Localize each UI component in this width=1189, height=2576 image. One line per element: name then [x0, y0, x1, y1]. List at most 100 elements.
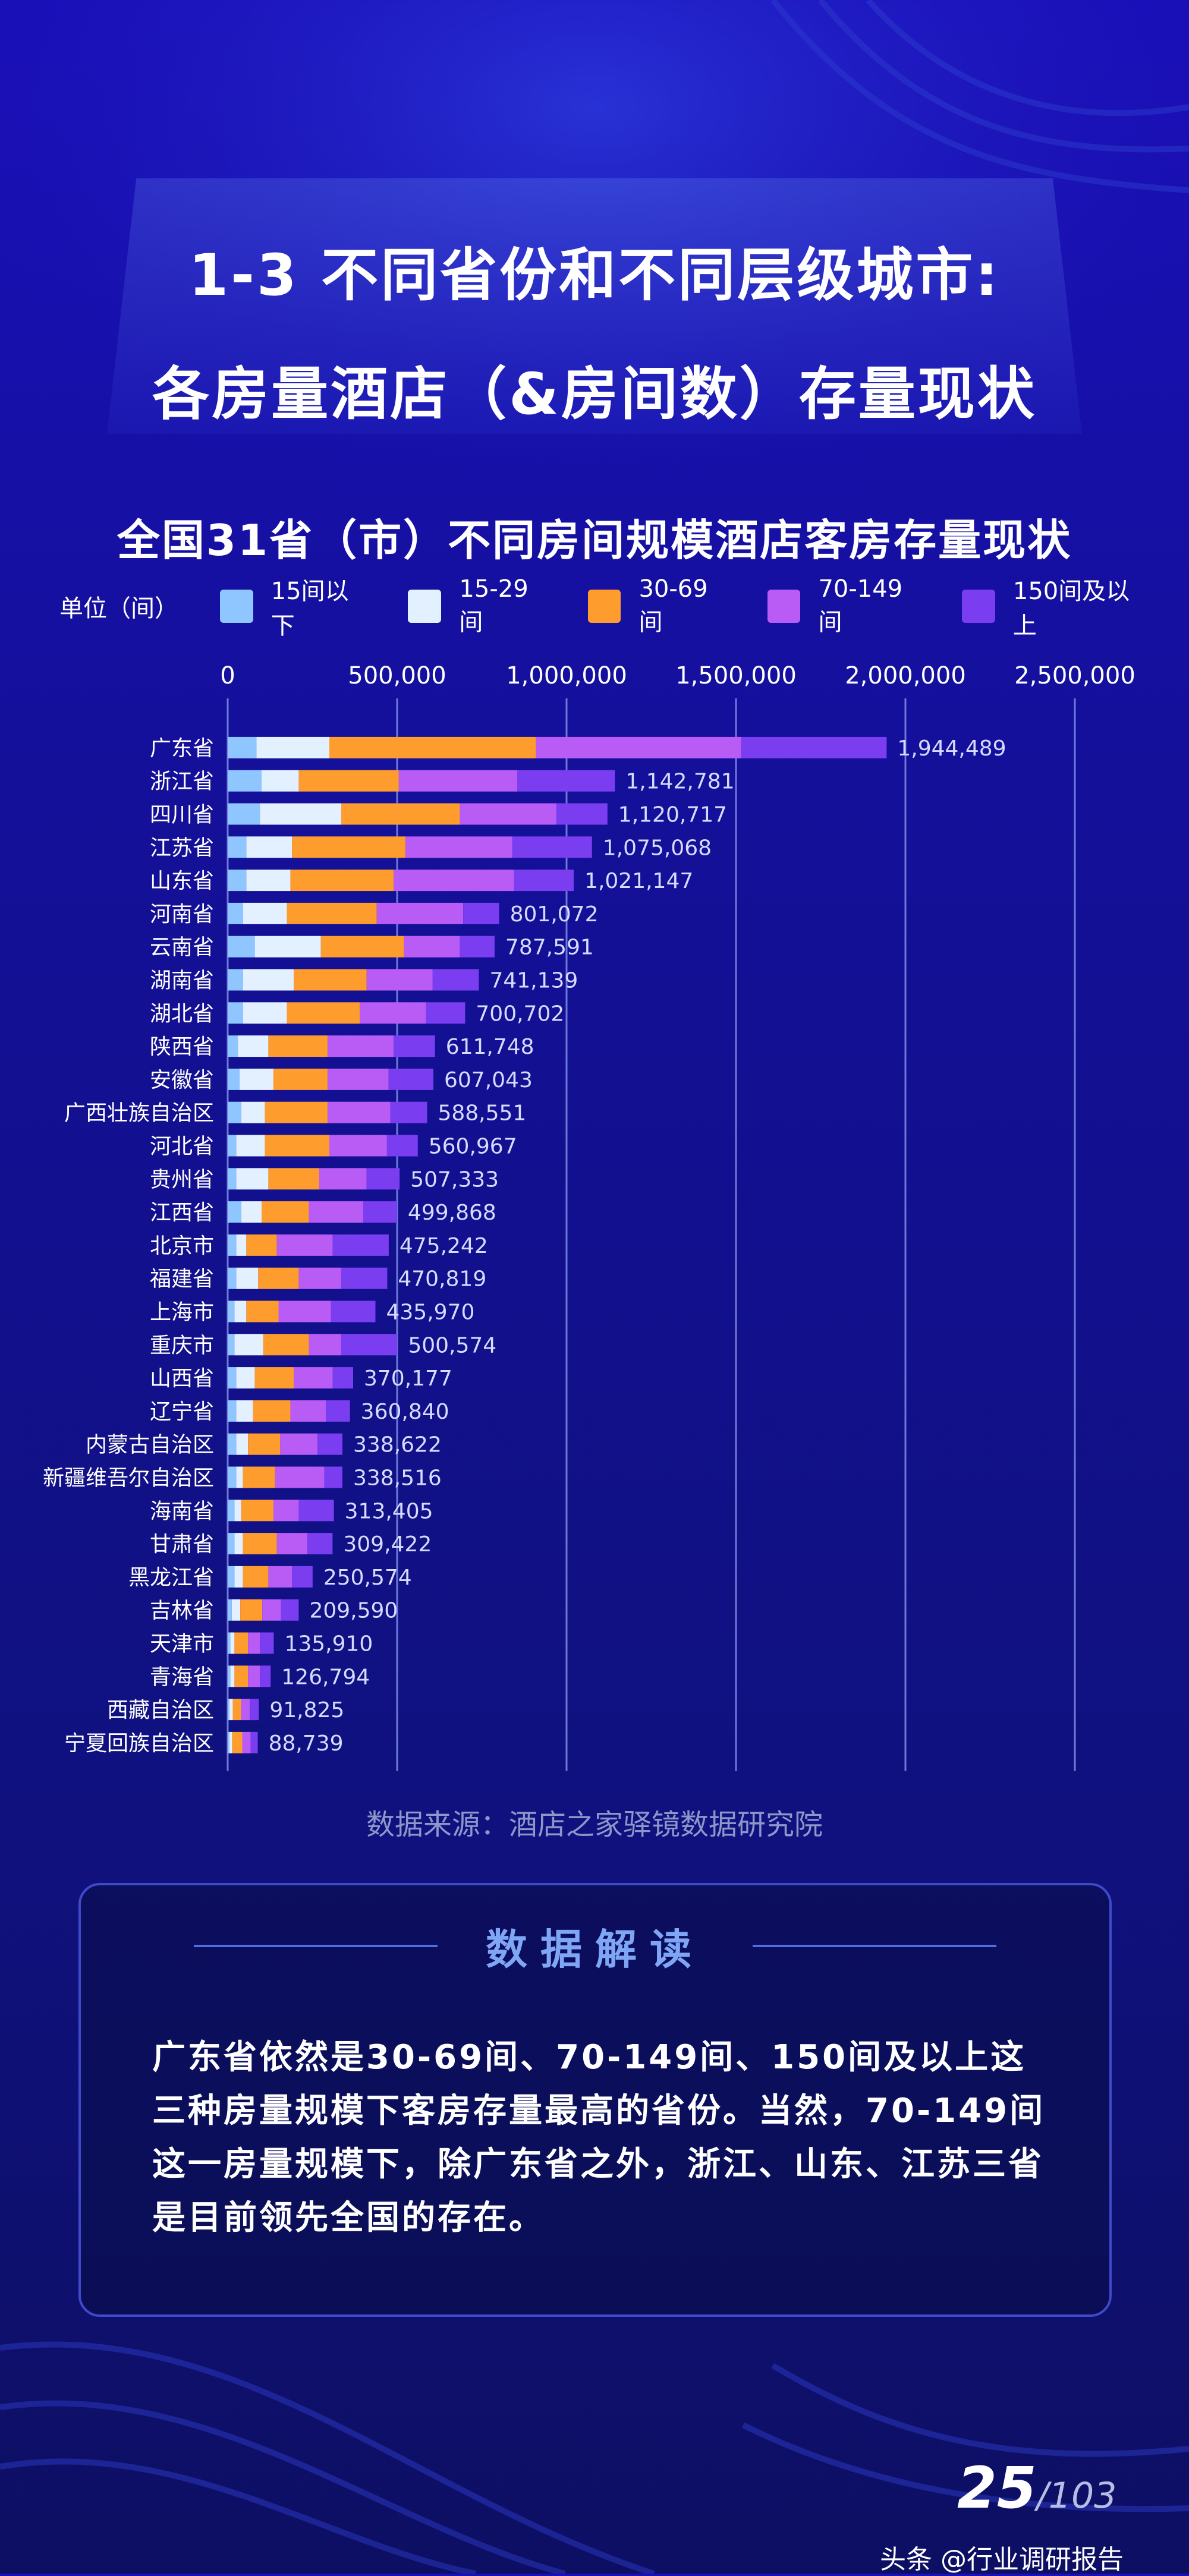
total-label: 91,825	[269, 1698, 344, 1722]
bar-segment	[241, 1101, 265, 1123]
category-label: 浙江省	[150, 770, 214, 794]
legend-item-3: 30-69间	[587, 575, 732, 637]
bar-segment	[326, 1400, 350, 1422]
bar-segment	[236, 1400, 253, 1422]
bar-segment	[228, 870, 247, 892]
total-label: 499,868	[408, 1201, 496, 1225]
bar-segment	[250, 1699, 259, 1721]
bar-segment	[228, 1201, 241, 1223]
bar-segment	[366, 969, 433, 991]
bar-segment	[232, 1731, 243, 1753]
bar-segment	[329, 736, 536, 758]
bar-segment	[241, 1201, 262, 1223]
bar-segment	[254, 1367, 294, 1389]
category-label: 海南省	[150, 1499, 214, 1523]
bar-segment	[234, 1334, 263, 1356]
bar-segment	[228, 1068, 240, 1090]
bar-segment	[376, 902, 464, 924]
total-label: 313,405	[345, 1499, 433, 1523]
bar-segment	[386, 1135, 418, 1157]
total-label: 360,840	[361, 1400, 449, 1424]
bar-segment	[292, 1566, 313, 1588]
watermark: 头条 @行业调研报告	[880, 2544, 1124, 2575]
total-label: 338,622	[353, 1433, 442, 1457]
bar-segment	[234, 1665, 249, 1687]
bar-segment	[232, 1699, 241, 1721]
bar-segment	[248, 1665, 260, 1687]
bar-segment	[388, 1068, 434, 1090]
bar-segment	[268, 1035, 328, 1057]
bar-segment	[228, 1300, 235, 1322]
bar-segment	[228, 1035, 238, 1057]
bar-segment	[248, 1433, 281, 1455]
bar-segment	[741, 736, 887, 758]
total-label: 338,516	[353, 1466, 442, 1491]
total-label: 741,139	[489, 969, 578, 993]
legend-item-4: 70-149间	[767, 575, 926, 637]
category-label: 湖北省	[150, 1002, 214, 1026]
total-label: 500,574	[408, 1333, 496, 1358]
title-line-1: 1-3 不同省份和不同层级城市:	[188, 242, 1001, 308]
page-number: 25/103	[957, 2455, 1116, 2521]
bar-segment	[263, 1334, 309, 1356]
chart-title: 全国31省（市）不同房间规模酒店客房存量现状	[117, 515, 1072, 565]
bar-segment	[366, 1168, 400, 1190]
bar-segment	[229, 1731, 232, 1753]
category-label: 陕西省	[150, 1035, 214, 1059]
bar-segment	[228, 1466, 237, 1488]
bar-segment	[292, 836, 406, 858]
bar-segment	[294, 969, 367, 991]
total-label: 1,120,717	[618, 803, 727, 827]
bar-segment	[268, 1168, 319, 1190]
bar-segment	[319, 1168, 367, 1190]
bar-segment	[228, 1500, 235, 1522]
category-label: 江苏省	[150, 836, 214, 860]
bar-segment	[236, 1168, 269, 1190]
legend-label: 150间及以上	[1012, 578, 1130, 640]
bar-segment	[273, 1500, 299, 1522]
total-label: 135,910	[284, 1632, 373, 1657]
bar-segment	[276, 1533, 307, 1555]
category-label: 重庆市	[150, 1333, 214, 1358]
bar-segment	[228, 902, 243, 924]
bar-segment	[228, 1367, 237, 1389]
bar-segment	[262, 770, 299, 792]
total-label: 700,702	[476, 1002, 564, 1026]
bar-segment	[460, 936, 495, 958]
bar-segment	[556, 803, 608, 825]
category-label: 四川省	[150, 803, 214, 827]
bar-segment	[228, 1267, 237, 1289]
bar-segment	[324, 1466, 342, 1488]
bar-segment	[514, 870, 574, 892]
bar-segment	[328, 1101, 391, 1123]
bar-segment	[256, 736, 329, 758]
legend-item-1: 15间以下	[219, 572, 373, 641]
bar-segment	[273, 1068, 328, 1090]
bar-segment	[294, 1367, 333, 1389]
category-label: 广东省	[150, 736, 214, 761]
bar-segment	[234, 1566, 243, 1588]
category-label: 贵州省	[150, 1167, 214, 1192]
bar-segment	[228, 736, 257, 758]
bar-segment	[332, 1367, 354, 1389]
bar-segment	[241, 1699, 250, 1721]
bar-segment	[228, 1168, 237, 1190]
total-label: 250,574	[323, 1566, 412, 1590]
stacked-bar-chart: 0 500,000 1,000,000 1,500,000 2,000,000 2,500…	[43, 662, 1135, 1771]
bar-segment	[230, 1665, 235, 1687]
bar-segment	[298, 1500, 334, 1522]
legend-item-2: 15-29间	[408, 575, 552, 637]
bar-segment	[332, 1234, 389, 1256]
bar-segment	[236, 1433, 249, 1455]
panel-title: 数据解读	[486, 1925, 704, 1974]
bar-segment	[229, 1699, 233, 1721]
total-label: 88,739	[269, 1731, 344, 1756]
category-label: 内蒙古自治区	[86, 1433, 214, 1457]
bar-segment	[228, 1334, 235, 1356]
bar-segment	[460, 803, 556, 825]
bar-segment	[262, 1599, 281, 1621]
x-tick-label: 1,500,000	[675, 662, 797, 689]
category-label: 黑龙江省	[128, 1566, 214, 1590]
bar-segment	[512, 836, 592, 858]
bar-segment	[309, 1334, 341, 1356]
